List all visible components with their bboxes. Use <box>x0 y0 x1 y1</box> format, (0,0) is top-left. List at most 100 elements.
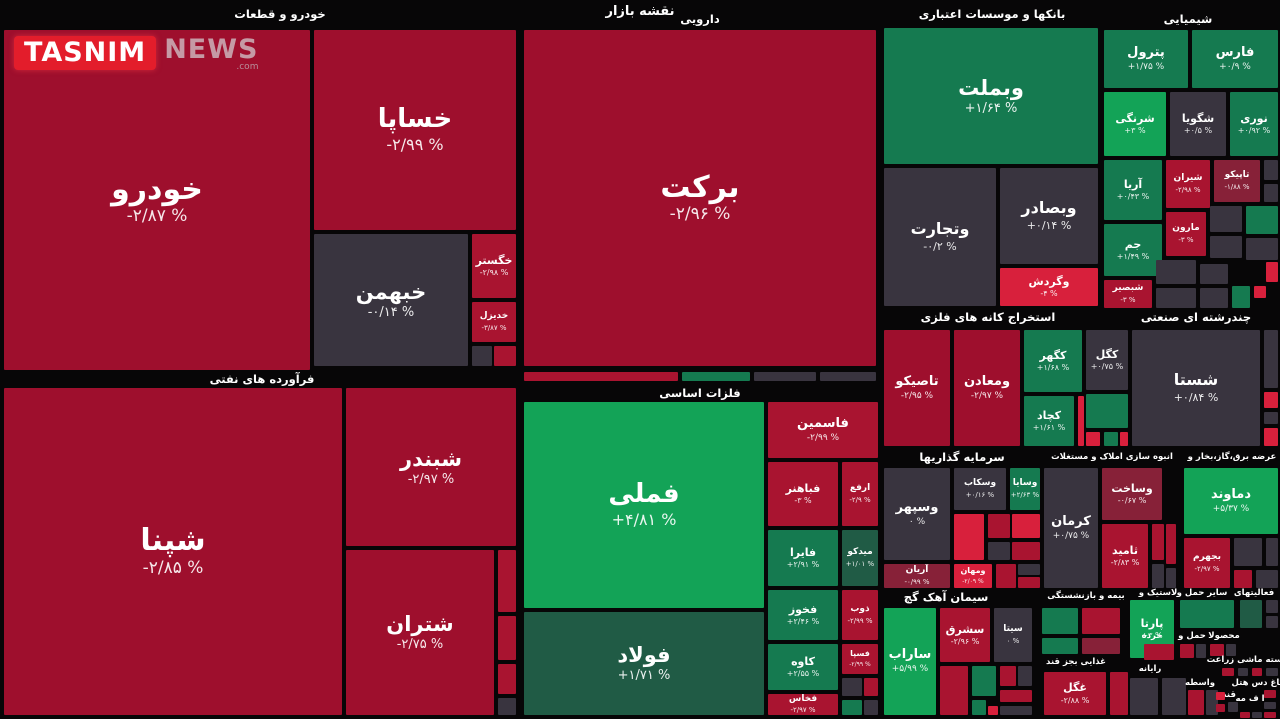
tile[interactable] <box>1018 564 1040 575</box>
tile[interactable] <box>1264 392 1278 408</box>
tile[interactable] <box>954 514 984 560</box>
tile[interactable] <box>494 346 516 366</box>
tile-kgol[interactable]: کگل +۰/۷۵ % <box>1086 330 1128 390</box>
tile[interactable] <box>1216 704 1225 712</box>
tile-fakhuz[interactable]: فخوز +۲/۴۶ % <box>768 590 838 640</box>
tile[interactable] <box>1264 702 1276 709</box>
tile[interactable] <box>1210 236 1242 258</box>
tile-fespa[interactable]: فسپا -۲/۹۹ % <box>842 644 878 674</box>
tile[interactable] <box>1156 260 1196 284</box>
tile[interactable] <box>1264 412 1278 424</box>
tile[interactable] <box>1166 524 1176 564</box>
tile-shasta[interactable]: شستا +۰/۸۴ % <box>1132 330 1260 446</box>
tile-sita[interactable]: سیتا ۰ % <box>994 608 1032 662</box>
tile-khasapa[interactable]: خساپا -۲/۹۹ % <box>314 30 516 230</box>
tile[interactable] <box>842 678 862 696</box>
tile-shabandar[interactable]: شبندر -۲/۹۷ % <box>346 388 516 546</box>
tile[interactable] <box>1234 570 1252 588</box>
tile[interactable] <box>1156 288 1196 308</box>
tile[interactable] <box>498 664 516 694</box>
tile[interactable] <box>1240 712 1250 718</box>
tile-vatejarat[interactable]: وتجارت -۰/۲ % <box>884 168 996 306</box>
tile-veskab[interactable]: وسکاب +۰/۱۶ % <box>954 468 1006 510</box>
tile[interactable] <box>1180 644 1194 658</box>
tile[interactable] <box>1012 514 1040 538</box>
tile[interactable] <box>1018 577 1040 588</box>
tile[interactable] <box>1238 668 1248 676</box>
tile-ghegol[interactable]: غگل -۲/۸۸ % <box>1044 672 1106 715</box>
tile-khodro[interactable]: خودرو -۲/۸۷ % <box>4 30 310 370</box>
tile-vabsader[interactable]: وبصادر +۰/۱۴ % <box>1000 168 1098 264</box>
tile[interactable] <box>1000 706 1032 715</box>
tile-kerman[interactable]: کرمان +۰/۷۵ % <box>1044 468 1098 588</box>
tile[interactable] <box>1082 638 1120 654</box>
tile[interactable] <box>996 564 1016 588</box>
tile-vagardesh[interactable]: وگردش -۴ % <box>1000 268 1098 306</box>
tile-vamahan[interactable]: ومهان -۲/۰۹ % <box>954 564 992 588</box>
tile[interactable] <box>1018 666 1032 686</box>
tile[interactable] <box>1266 668 1278 676</box>
tile[interactable] <box>1240 600 1262 628</box>
tile-samid[interactable]: ثامید -۲/۸۳ % <box>1102 524 1148 588</box>
tile[interactable] <box>1210 206 1242 232</box>
tile[interactable] <box>972 700 986 715</box>
tile-vabemellat[interactable]: وبملت +۱/۶۴ % <box>884 28 1098 164</box>
tile[interactable] <box>1196 644 1206 658</box>
tile[interactable] <box>1228 702 1238 712</box>
tile[interactable] <box>1110 672 1128 715</box>
tile[interactable] <box>1266 538 1278 566</box>
tile[interactable] <box>864 678 878 696</box>
tile[interactable] <box>842 700 862 715</box>
tile-foolad[interactable]: فولاد +۱/۷۱ % <box>524 612 764 715</box>
tile[interactable] <box>1130 678 1158 715</box>
tile[interactable] <box>1104 432 1118 446</box>
tile-shabsir[interactable]: شبصیر -۳ % <box>1104 280 1152 308</box>
tile[interactable] <box>1000 666 1016 686</box>
tile-tasiko[interactable]: تاصیکو -۲/۹۵ % <box>884 330 950 446</box>
tile[interactable] <box>1264 712 1276 718</box>
tile-sarab[interactable]: ساراب +۵/۹۹ % <box>884 608 936 715</box>
tile[interactable] <box>754 372 816 381</box>
tile-marun[interactable]: مارون -۳ % <box>1166 212 1206 256</box>
tile[interactable] <box>1166 568 1176 588</box>
tile[interactable] <box>1152 524 1164 560</box>
tile-bejahrom[interactable]: بجهرم -۲/۹۷ % <box>1184 538 1230 588</box>
tile[interactable] <box>1216 692 1225 700</box>
tile[interactable] <box>1252 712 1262 718</box>
tile-femeli[interactable]: فملی +۴/۸۱ % <box>524 402 764 608</box>
tile[interactable] <box>988 706 998 715</box>
tile[interactable] <box>1206 690 1218 715</box>
tile[interactable] <box>1120 432 1128 446</box>
tile-shiran[interactable]: شیران -۲/۹۸ % <box>1166 160 1210 208</box>
tile[interactable] <box>1252 668 1262 676</box>
tile[interactable] <box>498 698 516 715</box>
tile-febahonar[interactable]: فباهنر -۳ % <box>768 462 838 526</box>
tile-vamaaden[interactable]: ومعادن -۲/۹۷ % <box>954 330 1020 446</box>
tile[interactable] <box>1000 690 1032 702</box>
tile[interactable] <box>1264 428 1278 446</box>
tile[interactable] <box>972 666 996 696</box>
tile-fasmin[interactable]: فاسمین -۲/۹۹ % <box>768 402 878 458</box>
tile[interactable] <box>1264 690 1276 698</box>
tile-shepna[interactable]: شپنا -۲/۸۵ % <box>4 388 342 715</box>
tile-vesepehr[interactable]: وسپهر ۰ % <box>884 468 950 560</box>
tile-sherangi[interactable]: شرنگی +۳ % <box>1104 92 1166 156</box>
tile[interactable] <box>472 346 492 366</box>
tile-kchad[interactable]: کچاد +۱/۶۱ % <box>1024 396 1074 446</box>
tile[interactable] <box>1042 608 1078 634</box>
tile[interactable] <box>1266 600 1278 613</box>
tile[interactable] <box>1246 206 1278 234</box>
tile-jam[interactable]: جم +۱/۴۹ % <box>1104 224 1162 276</box>
tile-khbahman[interactable]: خبهمن -۰/۱۴ % <box>314 234 468 366</box>
tile-vesaya[interactable]: وسایا +۲/۶۳ % <box>1010 468 1040 510</box>
tile-shegoya[interactable]: شگویا +۰/۵ % <box>1170 92 1226 156</box>
tile-shetran[interactable]: شتران -۲/۷۵ % <box>346 550 494 715</box>
tile[interactable] <box>524 372 678 381</box>
tile[interactable] <box>1232 286 1250 308</box>
tile-kgohar[interactable]: کگهر +۱/۶۸ % <box>1024 330 1082 392</box>
tile[interactable] <box>1180 600 1234 628</box>
tile[interactable] <box>820 372 876 381</box>
tile[interactable] <box>1266 262 1278 282</box>
tile[interactable] <box>1234 538 1262 566</box>
tile[interactable] <box>1256 570 1278 588</box>
